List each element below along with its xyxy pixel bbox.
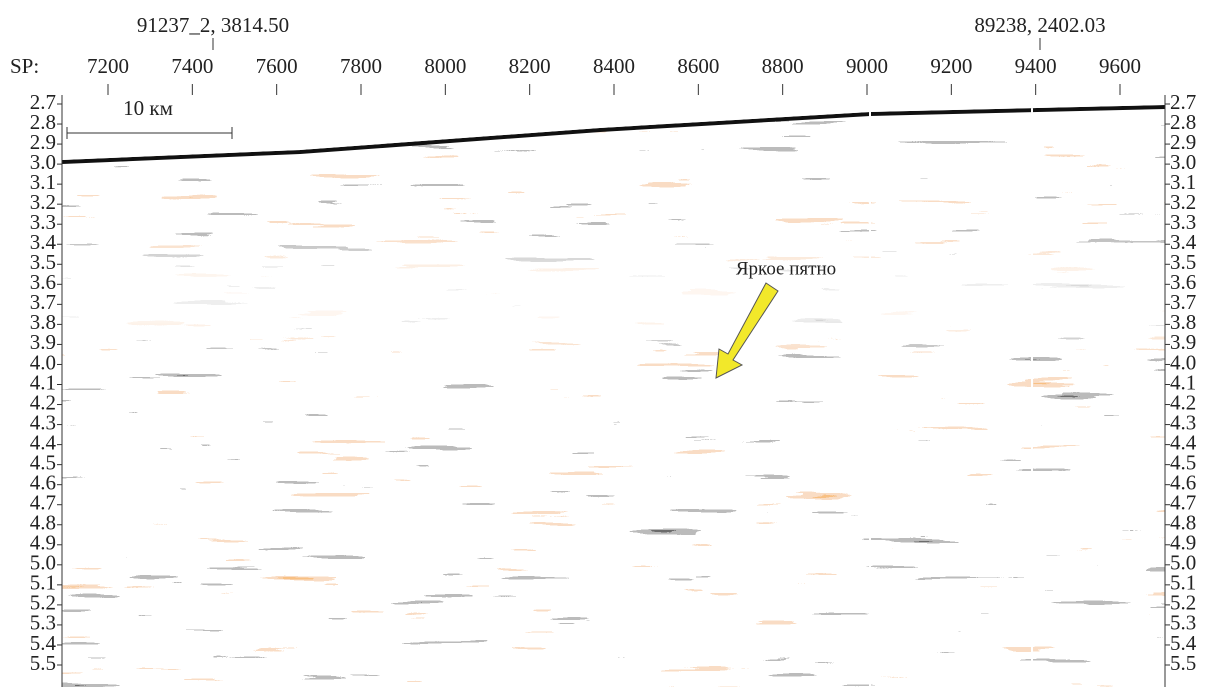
time-tick-label-left: 4.7 [30,491,56,515]
right-line-label: 89238, 2402.03 [974,13,1105,37]
time-tick-label-left: 3.9 [30,330,56,354]
time-tick-label-right: 4.7 [1170,491,1196,515]
sp-tick-label: 8200 [509,54,551,78]
seismic-section [62,105,1165,687]
time-tick-label-right: 4.1 [1170,370,1196,394]
sp-tick-label: 7400 [171,54,213,78]
time-tick-label-left: 4.6 [30,470,56,494]
time-tick-label-right: 2.8 [1170,110,1196,134]
sp-tick-label: 9000 [846,54,888,78]
scale-bar-label: 10 км [123,96,173,120]
time-tick-label-left: 5.1 [30,571,56,595]
time-tick-label-right: 4.6 [1170,470,1196,494]
time-tick-label-right: 5.0 [1170,551,1196,575]
sp-tick-label: 8400 [593,54,635,78]
time-tick-label-right: 3.4 [1170,230,1197,254]
time-tick-label-right: 5.3 [1170,611,1196,635]
time-tick-label-left: 3.3 [30,210,56,234]
time-tick-label-right: 3.0 [1170,150,1196,174]
time-tick-label-left: 5.2 [30,591,56,615]
time-tick-label-right: 4.4 [1170,430,1197,454]
sp-tick-label: 7200 [87,54,129,78]
sp-tick-label: 9200 [930,54,972,78]
sp-axis-label: SP: [10,54,39,78]
time-tick-label-right: 3.2 [1170,190,1196,214]
time-tick-label-right: 2.7 [1170,90,1196,114]
time-tick-label-left: 4.8 [30,511,56,535]
time-tick-label-right: 4.5 [1170,450,1196,474]
annotation-label: Яркое пятно [736,258,836,279]
time-tick-label-left: 4.3 [30,410,56,434]
sp-tick-label: 8600 [677,54,719,78]
sp-tick-label: 7800 [340,54,382,78]
time-tick-label-right: 4.8 [1170,511,1196,535]
time-tick-label-right: 2.9 [1170,130,1196,154]
annotation-arrow [715,282,779,379]
time-tick-label-left: 3.0 [30,150,56,174]
time-tick-label-left: 5.0 [30,551,56,575]
left-line-label: 91237_2, 3814.50 [137,13,289,37]
time-tick-label-left: 3.8 [30,310,56,334]
time-tick-label-right: 5.4 [1170,631,1197,655]
time-tick-label-right: 3.9 [1170,330,1196,354]
time-tick-label-left: 4.5 [30,450,56,474]
time-tick-label-left: 3.5 [30,250,56,274]
sp-tick-label: 9600 [1099,54,1141,78]
time-tick-label-right: 4.0 [1170,350,1196,374]
scale-bar [66,127,233,139]
time-tick-label-left: 4.9 [30,531,56,555]
time-tick-label-right: 3.7 [1170,290,1196,314]
time-tick-label-right: 4.2 [1170,390,1196,414]
sp-tick-label: 8000 [424,54,466,78]
time-tick-label-left: 4.0 [30,350,56,374]
time-tick-label-left: 3.4 [30,230,57,254]
time-tick-label-left: 5.4 [30,631,57,655]
time-tick-label-right: 4.9 [1170,531,1196,555]
time-tick-label-left: 2.7 [30,90,56,114]
time-tick-label-left: 3.2 [30,190,56,214]
sp-tick-label: 8800 [762,54,804,78]
time-tick-label-right: 4.3 [1170,410,1196,434]
time-tick-label-right: 3.5 [1170,250,1196,274]
time-tick-label-left: 5.3 [30,611,56,635]
time-tick-label-right: 3.8 [1170,310,1196,334]
time-tick-label-left: 3.6 [30,270,56,294]
time-tick-label-left: 3.1 [30,170,56,194]
sp-tick-label: 9400 [1015,54,1057,78]
time-tick-label-right: 3.3 [1170,210,1196,234]
time-tick-label-left: 2.8 [30,110,56,134]
time-tick-label-right: 5.1 [1170,571,1196,595]
sp-tick-label: 7600 [256,54,298,78]
time-tick-label-left: 5.5 [30,651,56,675]
time-tick-label-right: 3.6 [1170,270,1196,294]
time-tick-label-right: 5.5 [1170,651,1196,675]
time-tick-label-right: 3.1 [1170,170,1196,194]
time-tick-label-left: 4.1 [30,370,56,394]
time-tick-label-right: 5.2 [1170,591,1196,615]
time-tick-label-left: 4.2 [30,390,56,414]
time-tick-label-left: 3.7 [30,290,56,314]
time-tick-label-left: 4.4 [30,430,57,454]
time-tick-label-left: 2.9 [30,130,56,154]
